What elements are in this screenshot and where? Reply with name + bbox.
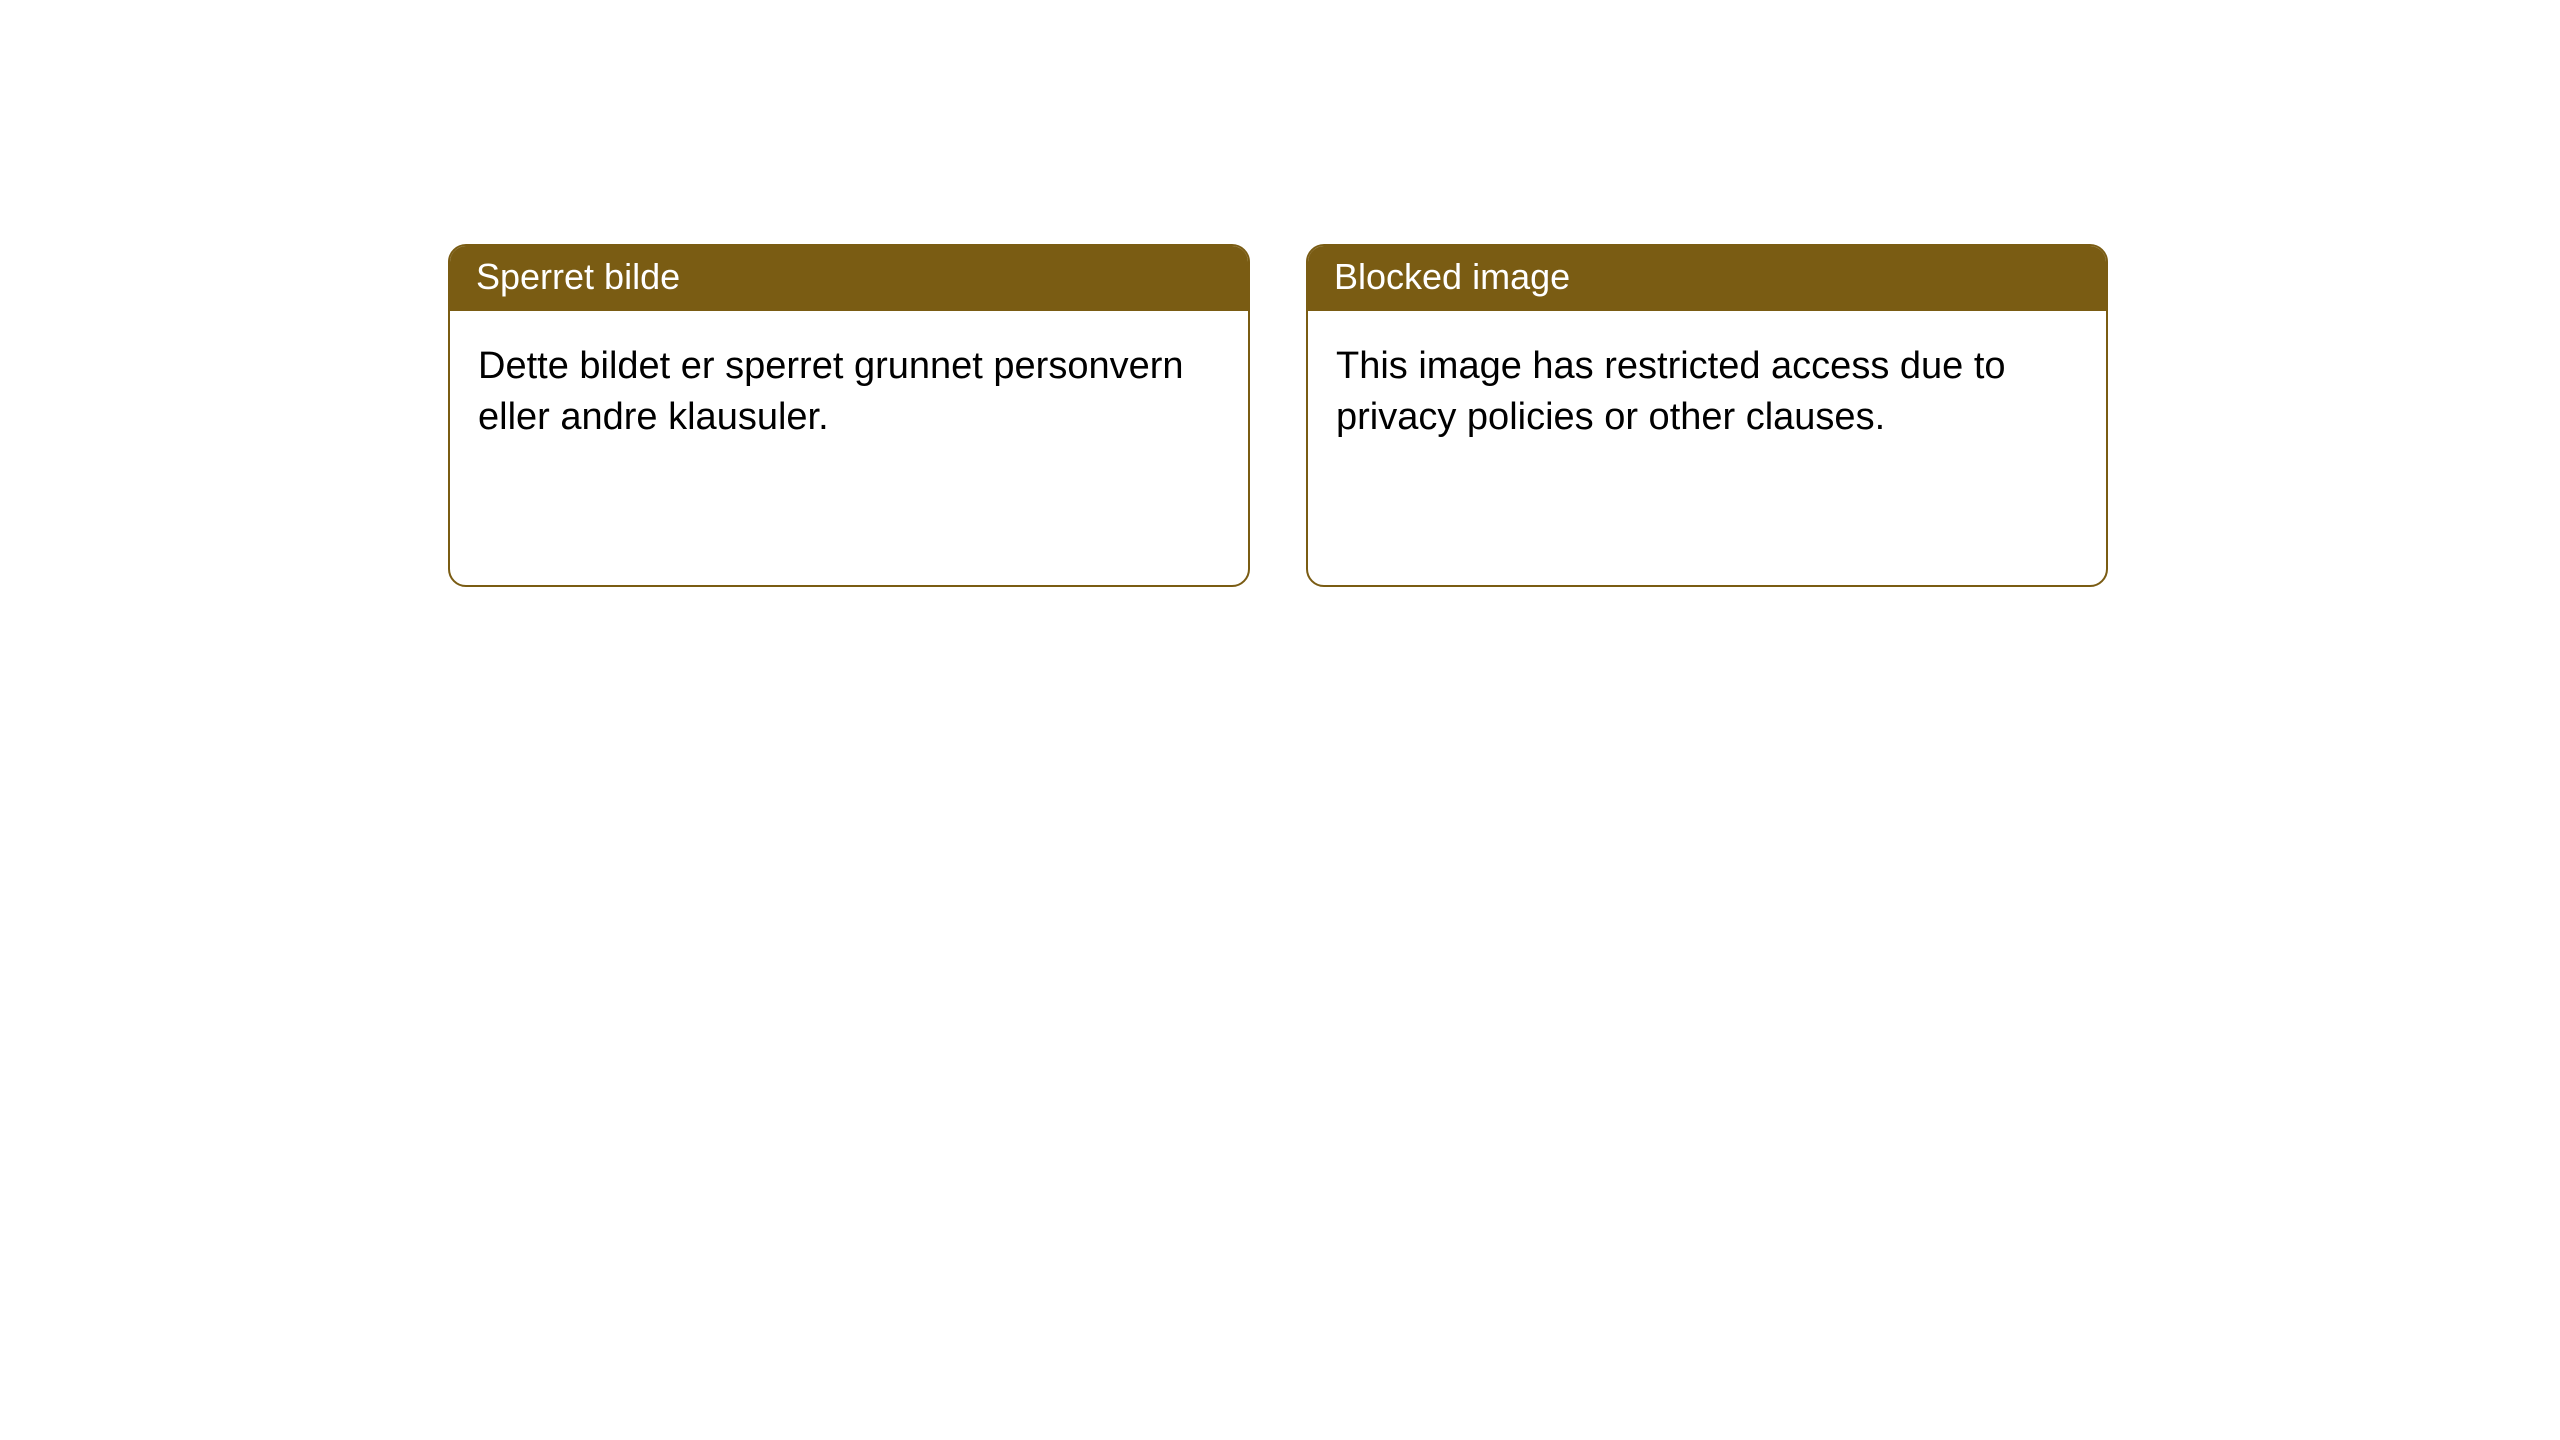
notice-header: Blocked image: [1308, 246, 2106, 311]
notice-card-norwegian: Sperret bilde Dette bildet er sperret gr…: [448, 244, 1250, 587]
notice-body: Dette bildet er sperret grunnet personve…: [450, 311, 1248, 585]
notice-body: This image has restricted access due to …: [1308, 311, 2106, 585]
notice-card-english: Blocked image This image has restricted …: [1306, 244, 2108, 587]
notice-header: Sperret bilde: [450, 246, 1248, 311]
notice-container: Sperret bilde Dette bildet er sperret gr…: [0, 0, 2560, 587]
